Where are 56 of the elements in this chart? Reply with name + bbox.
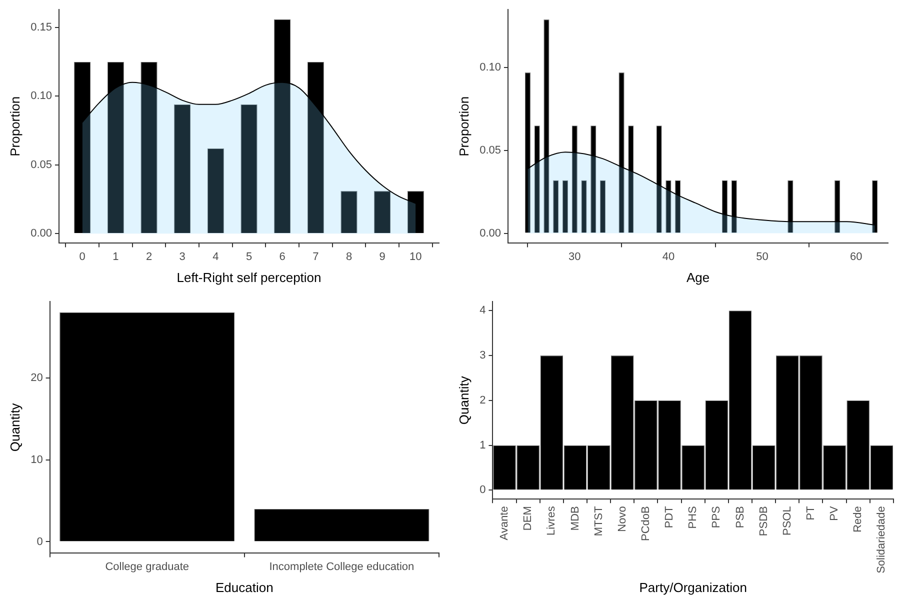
y-tick-label: 4: [480, 304, 486, 317]
x-tick-label: PT: [804, 506, 817, 520]
x-tick-label: 7: [312, 250, 319, 263]
x-tick-label: PSOL: [781, 506, 794, 536]
y-axis-title: Quantity: [456, 376, 472, 425]
y-tick-label: 20: [30, 372, 43, 384]
y-tick-label: 2: [480, 394, 486, 406]
x-tick-label: 9: [379, 250, 386, 263]
x-tick-label: PDT: [664, 506, 676, 528]
x-tick-label: 6: [279, 250, 286, 263]
x-axis-title: Age: [686, 270, 710, 285]
x-axis-title: Party/Organization: [639, 580, 747, 595]
x-tick-label: 8: [346, 250, 352, 263]
x-tick-label: 1: [112, 250, 119, 263]
y-axis-title: Quantity: [7, 402, 22, 452]
y-tick-label: 10: [30, 454, 43, 466]
y-tick-label: 1: [480, 439, 486, 452]
x-tick-label: PPS: [710, 506, 723, 528]
y-tick-label: 0.10: [480, 62, 502, 74]
x-tick-label: MDB: [569, 506, 582, 531]
y-axis-title: Proportion: [456, 96, 472, 156]
y-tick-label: 3: [480, 350, 486, 362]
x-tick-label: PHS: [687, 506, 700, 529]
y-tick-label: 0.00: [480, 227, 502, 240]
x-tick-label: 4: [212, 250, 219, 263]
x-axis-title: Left-Right self perception: [176, 270, 322, 285]
y-tick-label: 0.10: [30, 90, 52, 102]
x-axis-title: Education: [216, 580, 274, 595]
x-tick-label: 40: [662, 250, 675, 263]
x-tick-label: Novo: [616, 506, 628, 532]
x-tick-label: Avante: [498, 506, 511, 540]
y-tick-label: 0.00: [30, 228, 52, 240]
x-tick-label: PCdoB: [640, 506, 652, 541]
x-tick-label: 60: [850, 250, 862, 263]
x-tick-label: 50: [756, 250, 768, 263]
x-tick-label: DEM: [522, 506, 534, 531]
x-tick-label: 3: [179, 250, 186, 263]
y-tick-label: 0: [480, 484, 486, 496]
x-tick-label: PSDB: [758, 506, 770, 536]
x-tick-label: 2: [146, 250, 152, 263]
x-tick-label: Incomplete College education: [269, 560, 414, 573]
x-tick-label: 5: [246, 250, 252, 263]
x-tick-label: 10: [410, 250, 422, 263]
x-tick-label: College graduate: [105, 560, 190, 573]
x-tick-label: MTST: [592, 506, 605, 536]
y-tick-label: 0.15: [30, 21, 52, 34]
x-tick-label: 0: [79, 250, 86, 263]
x-tick-label: Solidariedade: [876, 506, 888, 574]
y-axis-title: Proportion: [7, 96, 22, 156]
x-tick-label: PV: [828, 505, 841, 521]
y-tick-label: 0.05: [480, 144, 502, 156]
x-tick-label: Livres: [546, 506, 558, 536]
x-tick-label: Rede: [852, 506, 864, 532]
x-tick-label: 30: [568, 250, 581, 263]
y-tick-label: 0.05: [30, 158, 52, 171]
x-tick-label: PSB: [734, 506, 746, 528]
